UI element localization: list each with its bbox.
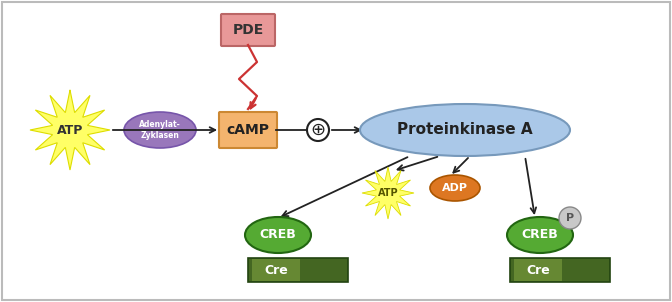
Text: CREB: CREB xyxy=(259,229,296,242)
Text: P: P xyxy=(566,213,574,223)
Text: ATP: ATP xyxy=(57,124,83,137)
FancyBboxPatch shape xyxy=(219,112,277,148)
FancyBboxPatch shape xyxy=(221,14,275,46)
FancyBboxPatch shape xyxy=(510,258,610,282)
Text: Cre: Cre xyxy=(264,264,288,277)
Text: ⊕: ⊕ xyxy=(310,121,325,139)
FancyBboxPatch shape xyxy=(252,259,300,281)
Text: Adenylat-
Zyklasen: Adenylat- Zyklasen xyxy=(139,120,181,140)
Ellipse shape xyxy=(245,217,311,253)
Text: Proteinkinase A: Proteinkinase A xyxy=(397,123,533,137)
Ellipse shape xyxy=(124,112,196,148)
FancyBboxPatch shape xyxy=(514,259,562,281)
FancyBboxPatch shape xyxy=(248,258,348,282)
Polygon shape xyxy=(362,167,414,219)
Text: ATP: ATP xyxy=(378,188,398,198)
Polygon shape xyxy=(30,90,110,170)
Text: PDE: PDE xyxy=(233,23,263,37)
Ellipse shape xyxy=(507,217,573,253)
Text: CREB: CREB xyxy=(521,229,558,242)
Circle shape xyxy=(307,119,329,141)
Text: Cre: Cre xyxy=(526,264,550,277)
Ellipse shape xyxy=(430,175,480,201)
Text: cAMP: cAMP xyxy=(226,123,269,137)
Text: ADP: ADP xyxy=(442,183,468,193)
Circle shape xyxy=(559,207,581,229)
Ellipse shape xyxy=(360,104,570,156)
